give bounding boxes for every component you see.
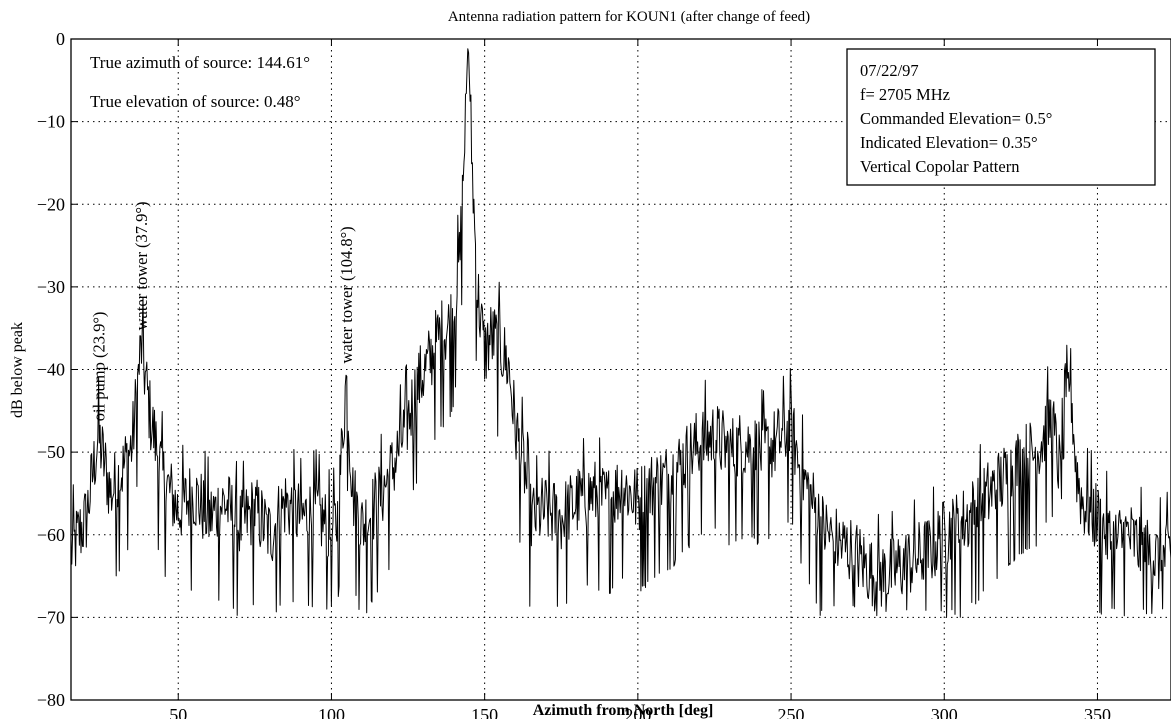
peak-label: oil pump (23.9°) [89,312,108,422]
chart-title: Antenna radiation pattern for KOUN1 (aft… [448,9,810,25]
x-axis-label: Azimuth from North [deg] [533,702,714,719]
y-tick-label: −80 [37,690,65,710]
legend-line-commanded-elevation: Commanded Elevation= 0.5° [860,109,1052,128]
x-tick-label: 350 [1084,705,1111,719]
peak-label: water tower (104.8°) [337,226,356,363]
y-tick-label: −60 [37,525,65,545]
y-tick-label: −30 [37,277,65,297]
y-axis-label: dB below peak [9,322,26,418]
x-tick-label: 100 [318,705,345,719]
y-axis-ticks: 0 −10 −20 −30 −40 −50 −60 −70 −80 [37,29,78,710]
x-tick-label: 150 [471,705,498,719]
legend-line-date: 07/22/97 [860,61,919,80]
x-axis-ticks: 50 100 150 200 250 300 350 [169,39,1111,719]
pattern-series-line [70,48,1171,618]
legend-line-pattern-type: Vertical Copolar Pattern [860,157,1019,176]
legend-border [846,48,1156,186]
y-tick-label: 0 [56,29,65,49]
y-tick-label: −50 [37,442,65,462]
y-tick-label: −10 [37,112,65,132]
y-tick-label: −20 [37,194,65,214]
x-tick-label: 300 [931,705,958,719]
x-tick-label: 250 [778,705,805,719]
y-tick-label: −40 [37,360,65,380]
pattern-curve [70,48,1171,618]
x-tick-label: 50 [169,705,187,719]
peak-labels: oil pump (23.9°) water tower (37.9°) water… [89,201,356,421]
legend-box: 07/22/97 f= 2705 MHz Commanded Elevation… [846,48,1156,186]
y-tick-label: −70 [37,607,65,627]
peak-label: water tower (37.9°) [132,201,151,330]
legend-line-frequency: f= 2705 MHz [860,85,950,104]
elevation-annotation: True elevation of source: 0.48° [90,92,301,111]
x-tick-label: 200 [624,705,651,719]
legend-line-indicated-elevation: Indicated Elevation= 0.35° [860,133,1038,152]
azimuth-annotation: True azimuth of source: 144.61° [90,53,310,72]
